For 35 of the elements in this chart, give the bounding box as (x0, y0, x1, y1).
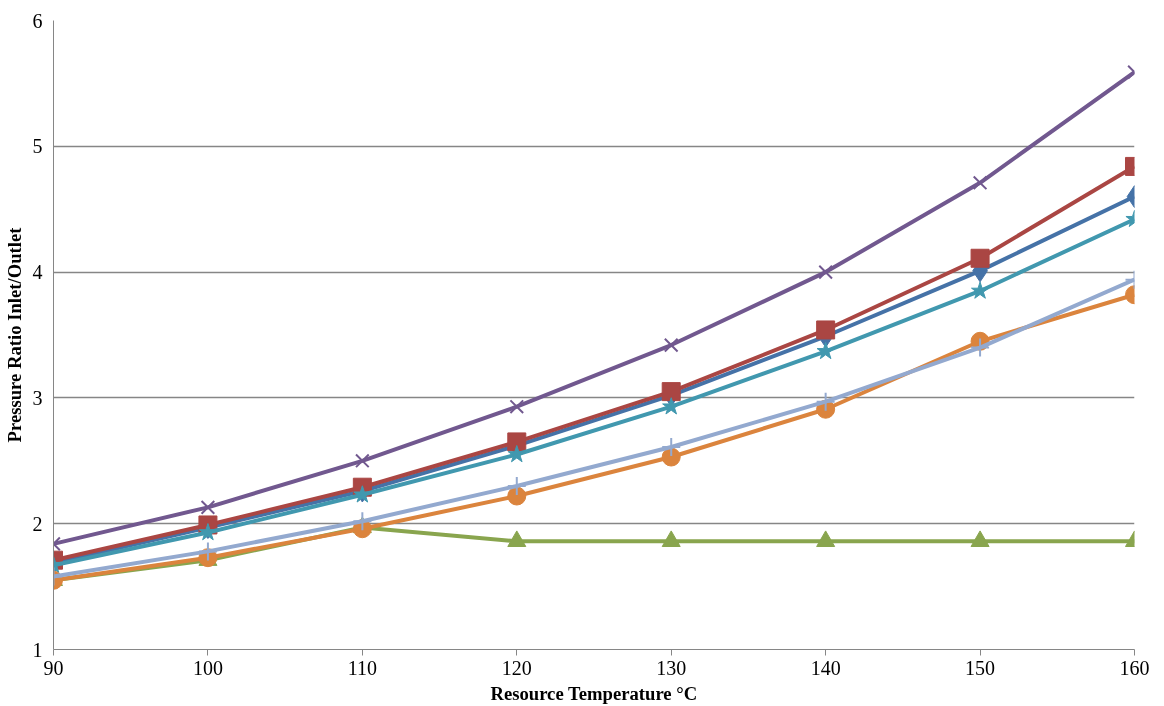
y-axis-title: Pressure Ratio Inlet/Outlet (3, 226, 25, 443)
y-tick-label: 6 (32, 9, 43, 32)
x-tick-label: 110 (347, 656, 377, 679)
x-tick-label: 150 (965, 656, 996, 679)
point (506, 475, 527, 496)
x-tick-label: 90 (43, 656, 64, 679)
y-tick-label: 1 (32, 638, 43, 661)
point (816, 320, 836, 340)
point (815, 391, 836, 412)
x-tick-label: 120 (501, 656, 532, 679)
y-tick-label: 5 (32, 135, 43, 158)
point (970, 248, 990, 268)
x-tick-label: 160 (1119, 656, 1150, 679)
point (197, 541, 218, 562)
x-tick-label: 140 (810, 656, 841, 679)
point (661, 382, 681, 402)
x-tick-label: 130 (656, 656, 687, 679)
point (818, 264, 834, 280)
point (970, 337, 991, 358)
point (972, 175, 988, 191)
point (661, 436, 682, 457)
point (661, 447, 681, 467)
point (509, 399, 525, 415)
x-tick-label: 100 (192, 656, 223, 679)
y-tick-label: 3 (32, 386, 43, 409)
point (663, 337, 679, 353)
point (507, 486, 527, 506)
point (816, 341, 835, 360)
point (971, 281, 990, 299)
point (354, 453, 370, 469)
point (507, 432, 527, 452)
y-tick-label: 2 (32, 512, 43, 535)
y-tick-label: 4 (32, 261, 43, 284)
x-axis-title: Resource Temperature °C (490, 682, 698, 704)
point (200, 499, 216, 515)
